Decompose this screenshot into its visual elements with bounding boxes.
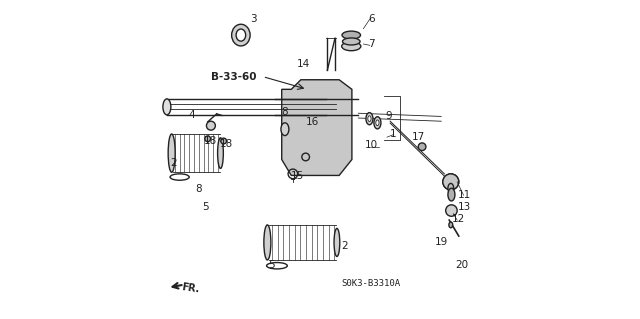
Text: 20: 20 — [455, 260, 468, 271]
Ellipse shape — [374, 117, 381, 129]
Circle shape — [207, 121, 216, 130]
Circle shape — [419, 143, 426, 151]
Text: 2: 2 — [171, 158, 177, 168]
Text: S0K3-B3310A: S0K3-B3310A — [342, 279, 401, 288]
Text: 7: 7 — [368, 39, 374, 49]
Text: 11: 11 — [458, 189, 471, 200]
Text: 9: 9 — [385, 111, 392, 122]
Ellipse shape — [281, 123, 289, 136]
Text: 18: 18 — [204, 136, 218, 146]
Text: 12: 12 — [452, 213, 465, 224]
Text: B-33-60: B-33-60 — [211, 71, 256, 82]
Ellipse shape — [264, 225, 271, 260]
Text: 18: 18 — [220, 139, 234, 149]
Text: 16: 16 — [306, 117, 319, 127]
Ellipse shape — [163, 99, 171, 115]
Ellipse shape — [376, 120, 379, 126]
Text: 10: 10 — [364, 140, 378, 150]
Text: 1: 1 — [390, 129, 397, 139]
Circle shape — [445, 205, 457, 216]
Ellipse shape — [342, 38, 360, 45]
Text: 4: 4 — [188, 110, 195, 121]
Text: 2: 2 — [341, 241, 348, 251]
Ellipse shape — [218, 138, 223, 168]
Text: FR.: FR. — [181, 283, 200, 295]
Text: 13: 13 — [458, 202, 471, 212]
Ellipse shape — [236, 29, 246, 41]
Polygon shape — [282, 80, 352, 175]
Text: 19: 19 — [435, 237, 449, 247]
Text: 5: 5 — [202, 202, 209, 212]
Ellipse shape — [342, 42, 361, 51]
Circle shape — [443, 174, 459, 190]
Text: 3: 3 — [251, 14, 257, 24]
Circle shape — [205, 136, 211, 142]
Text: 8: 8 — [195, 184, 202, 194]
Ellipse shape — [342, 31, 360, 39]
Text: 14: 14 — [297, 59, 310, 70]
Ellipse shape — [168, 134, 175, 172]
Ellipse shape — [366, 113, 373, 125]
Circle shape — [443, 174, 459, 190]
Ellipse shape — [368, 116, 371, 122]
Ellipse shape — [334, 228, 340, 256]
Circle shape — [221, 138, 227, 144]
Ellipse shape — [449, 222, 452, 228]
Ellipse shape — [448, 188, 455, 201]
Text: 17: 17 — [412, 131, 425, 142]
Text: 5: 5 — [268, 260, 275, 271]
Text: 15: 15 — [291, 171, 304, 181]
Text: 8: 8 — [281, 107, 287, 117]
Ellipse shape — [448, 183, 454, 193]
Ellipse shape — [232, 24, 250, 46]
Text: 6: 6 — [369, 13, 375, 24]
